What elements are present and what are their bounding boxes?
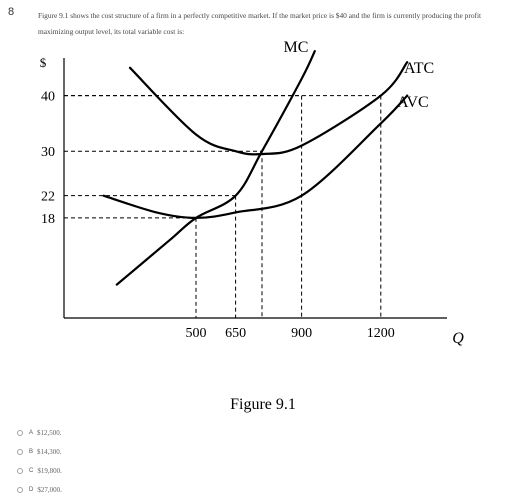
radio-button[interactable] [17, 448, 23, 455]
curves [102, 50, 409, 286]
tick-labels: 18 22 30 40 500 650 900 1200 [41, 90, 395, 341]
radio-button[interactable] [17, 467, 23, 474]
atc-label: ATC [404, 60, 434, 77]
x-tick-label: 500 [186, 326, 207, 341]
radio-button[interactable] [17, 429, 23, 436]
x-axis-label: Q [452, 330, 464, 347]
answer-letter: D [29, 486, 34, 493]
x-tick-label: 650 [225, 326, 246, 341]
mc-curve [115, 50, 316, 286]
answer-text: $14,300. [37, 447, 62, 456]
answer-option-c[interactable]: C $19,800. [17, 461, 62, 480]
y-tick-label: 22 [41, 190, 55, 205]
answer-text: $12,500. [37, 428, 62, 437]
reference-lines [64, 95, 382, 318]
y-axis-label: $ [40, 55, 47, 70]
radio-button[interactable] [17, 486, 23, 493]
question-number: 8 [8, 6, 15, 18]
avc-curve [102, 94, 409, 220]
atc-curve [128, 61, 409, 156]
answer-letter: A [29, 429, 34, 436]
question-text: Figure 9.1 shows the cost structure of a… [38, 11, 482, 36]
answer-letter: C [29, 467, 34, 474]
answer-text: $27,000. [37, 485, 62, 494]
x-tick-label: 1200 [367, 326, 395, 341]
answer-option-a[interactable]: A $12,500. [17, 423, 62, 442]
mc-label: MC [284, 39, 309, 56]
answer-option-d[interactable]: D $27,000. [17, 480, 62, 499]
cost-curves-figure: 18 22 30 40 500 650 900 1200 $ Q MC ATC AVC Fig… [40, 39, 464, 413]
answer-text: $19,800. [37, 466, 62, 475]
y-tick-label: 40 [41, 90, 55, 105]
answer-option-b[interactable]: B $14,300. [17, 442, 62, 461]
x-tick-label: 900 [291, 326, 312, 341]
y-tick-label: 30 [41, 145, 55, 160]
figure-caption: Figure 9.1 [230, 396, 296, 413]
answer-list: A $12,500. B $14,300. C $19,800. D $27,0… [17, 423, 62, 499]
y-tick-label: 18 [41, 212, 55, 227]
avc-label: AVC [397, 94, 429, 111]
answer-letter: B [29, 448, 34, 455]
